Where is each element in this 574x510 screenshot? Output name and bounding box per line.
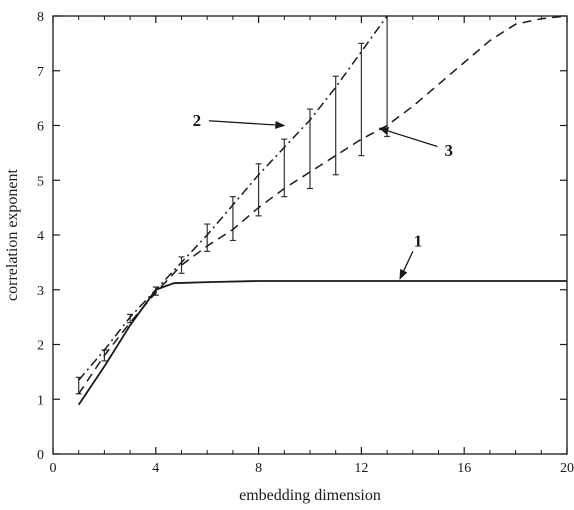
annotations: 1 2 3: [193, 111, 454, 280]
series-lines: [77, 15, 568, 406]
y-tick-label: 3: [37, 284, 44, 299]
y-tick-label: 5: [37, 174, 44, 189]
x-axis-title: embedding dimension: [239, 487, 381, 504]
y-tick-label: 6: [37, 120, 44, 135]
annotation-arrow-3: [378, 127, 438, 148]
x-tick-label: 8: [255, 461, 262, 476]
x-tick-label: 12: [354, 461, 368, 476]
annotation-arrow-2: [208, 120, 286, 129]
x-tick-label: 20: [560, 461, 574, 476]
y-tick-label: 7: [37, 65, 44, 80]
y-axis-title: correlation exponent: [4, 168, 21, 301]
series-line-3: [78, 15, 568, 395]
y-tick-label: 0: [37, 448, 44, 463]
y-tick-label: 2: [37, 339, 44, 354]
y-tick-label: 4: [37, 229, 44, 244]
series-line-2: [78, 15, 388, 381]
plot-area-frame: [52, 15, 568, 455]
annotation-label-3: 3: [445, 141, 454, 160]
y-tick-label: 1: [37, 393, 44, 408]
error-bars: [75, 15, 391, 395]
annotation-arrow-1: [399, 251, 414, 280]
x-tick-label: 4: [152, 461, 159, 476]
series-line-1: [77, 280, 567, 406]
x-tick-label: 16: [457, 461, 471, 476]
x-tick-label: 0: [50, 461, 57, 476]
y-tick-label: 8: [37, 10, 44, 25]
annotation-label-2: 2: [193, 111, 202, 130]
annotation-label-1: 1: [414, 231, 423, 250]
